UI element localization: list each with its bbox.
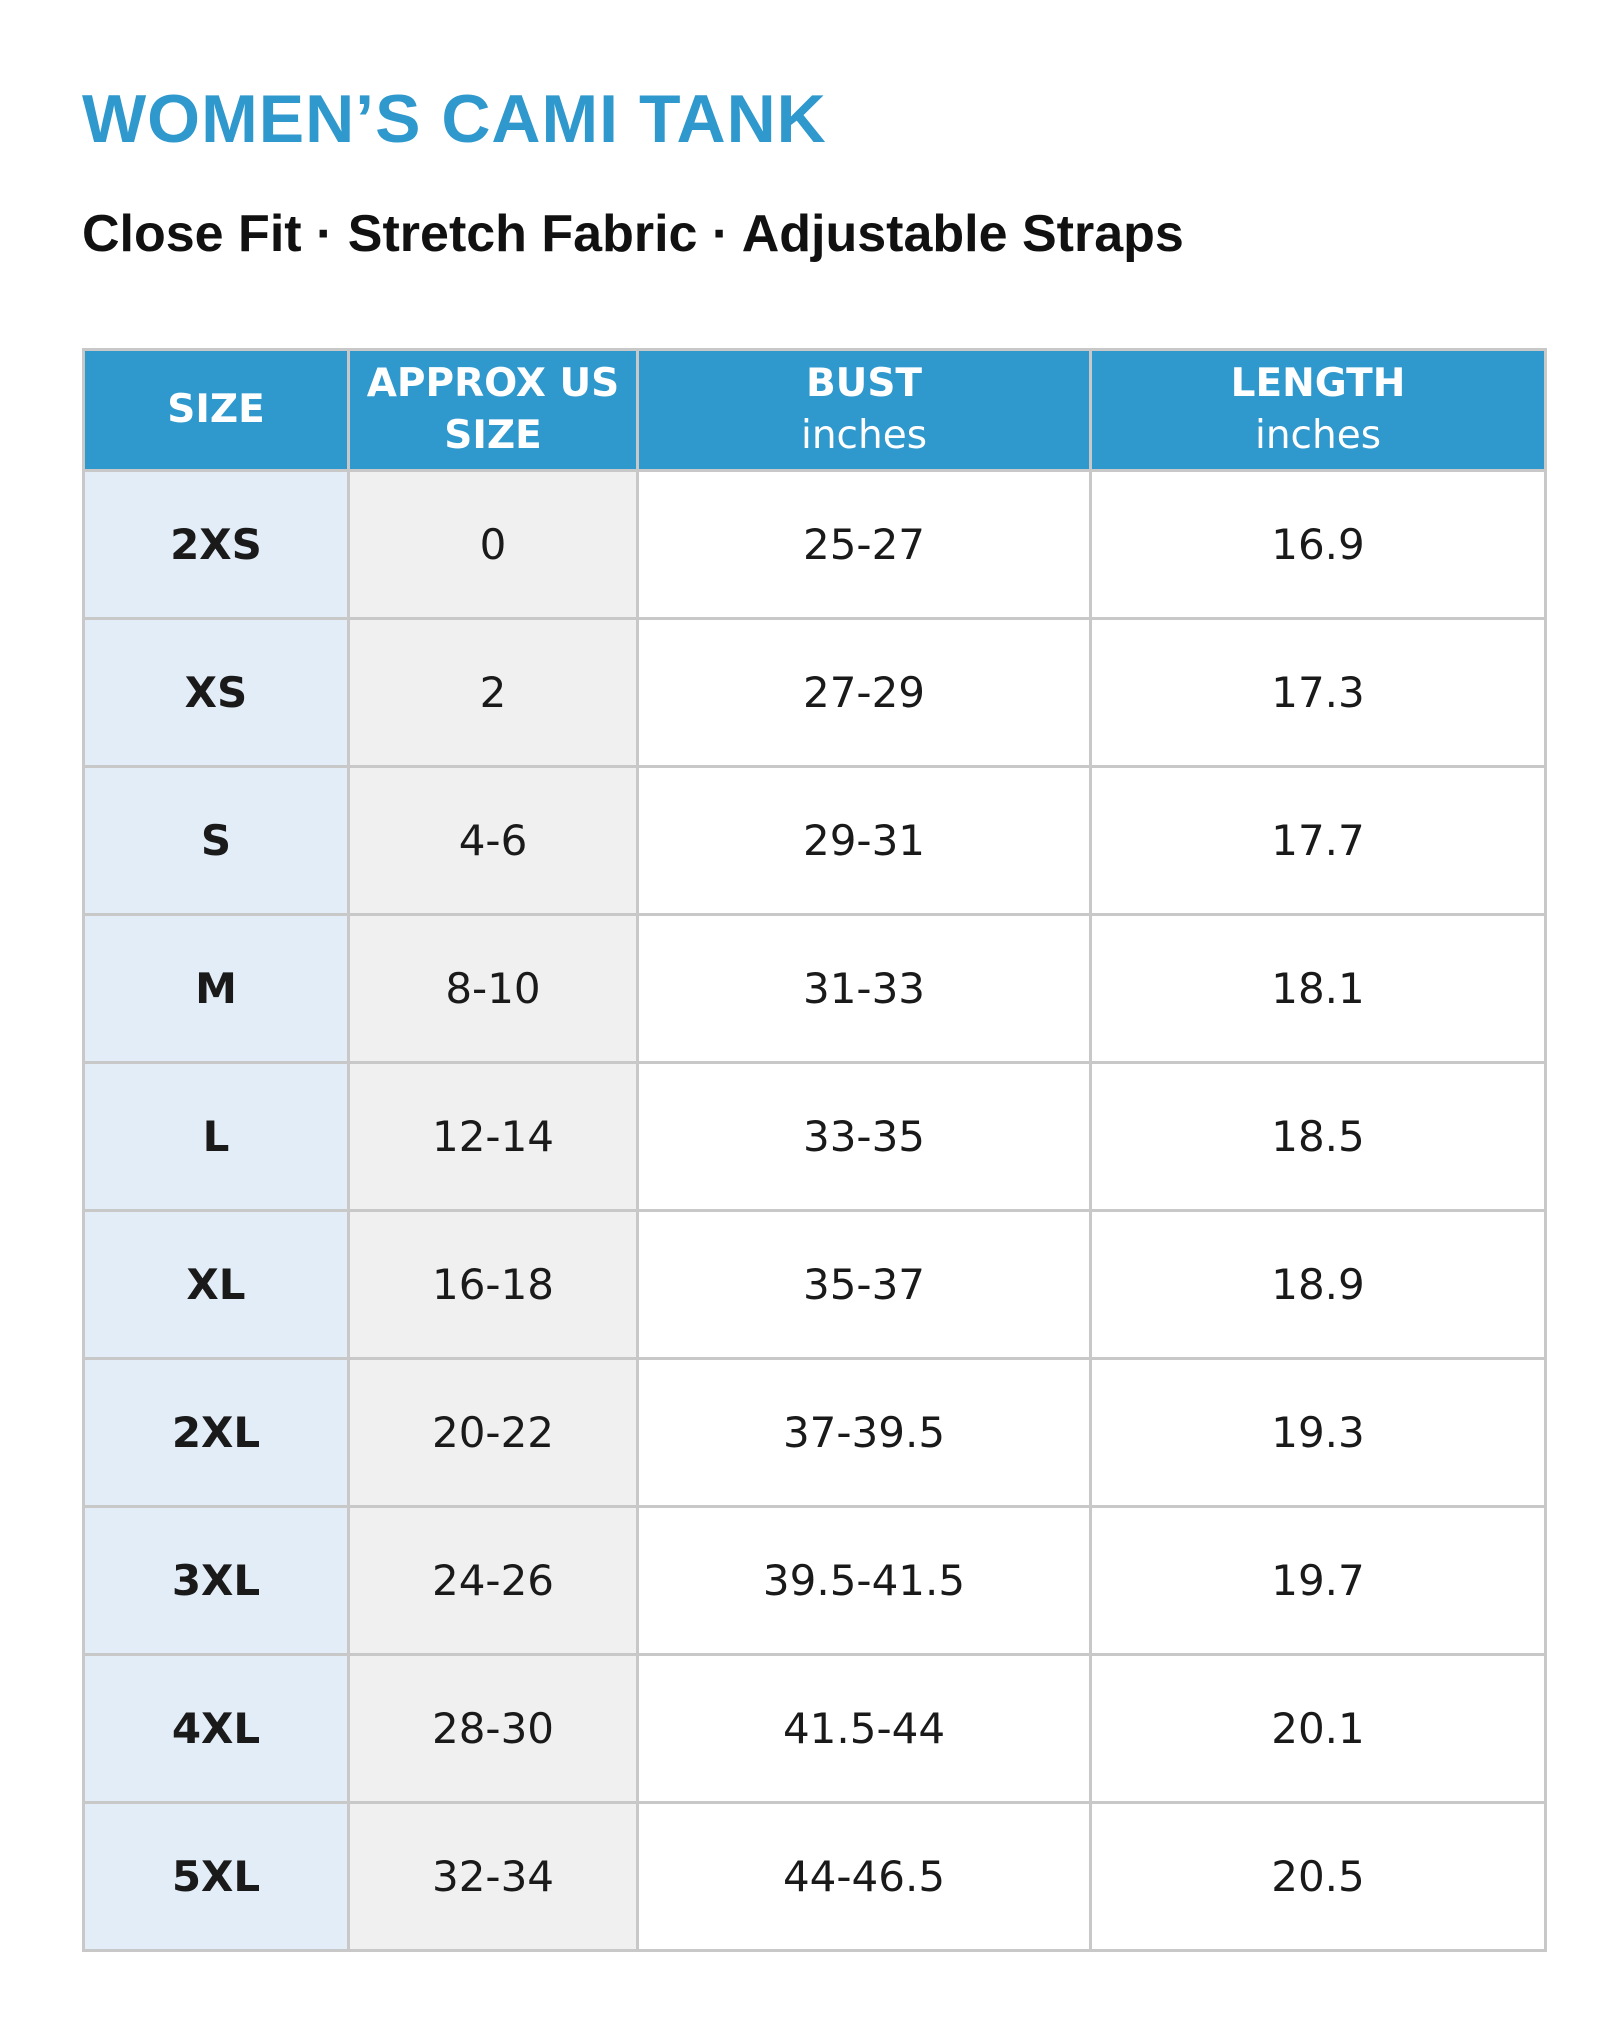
- column-header: LENGTH inches: [1089, 348, 1547, 472]
- value-cell: 4-6: [347, 765, 639, 916]
- table-body: 2XS 0 25-27 16.9 XS 2 27-29 17.3 S 4-6 29-31 17.7 M 8…: [82, 469, 1547, 1952]
- column-unit: inches: [1254, 413, 1382, 458]
- title: WOMEN’S CAMI TANK: [82, 81, 827, 157]
- value-cell: 31-33: [636, 913, 1092, 1064]
- size-row: L 12-14 33-35 18.5: [82, 1061, 1547, 1212]
- header-row: SIZE APPROX US SIZE BUST inches LENGTH inches: [82, 348, 1547, 472]
- value-cell: 17.7: [1089, 765, 1547, 916]
- value-cell: 8-10: [347, 913, 639, 1064]
- value-cell: 19.7: [1089, 1505, 1547, 1656]
- column-label: LENGTH: [1230, 361, 1406, 406]
- value-cell: 41.5-44: [636, 1653, 1092, 1804]
- size-row: 2XS 0 25-27 16.9: [82, 469, 1547, 620]
- size-row: 5XL 32-34 44-46.5 20.5: [82, 1801, 1547, 1952]
- size-cell: XL: [82, 1209, 350, 1360]
- size-cell: M: [82, 913, 350, 1064]
- column-label: APPROX US SIZE: [366, 361, 620, 458]
- value-cell: 20.1: [1089, 1653, 1547, 1804]
- size-cell: 5XL: [82, 1801, 350, 1952]
- size-cell: 3XL: [82, 1505, 350, 1656]
- value-cell: 17.3: [1089, 617, 1547, 768]
- size-cell: 4XL: [82, 1653, 350, 1804]
- value-cell: 20.5: [1089, 1801, 1547, 1952]
- size-cell: 2XS: [82, 469, 350, 620]
- size-row: M 8-10 31-33 18.1: [82, 913, 1547, 1064]
- column-header: SIZE: [82, 348, 350, 472]
- value-cell: 32-34: [347, 1801, 639, 1952]
- size-cell: L: [82, 1061, 350, 1212]
- value-cell: 29-31: [636, 765, 1092, 916]
- value-cell: 19.3: [1089, 1357, 1547, 1508]
- value-cell: 12-14: [347, 1061, 639, 1212]
- size-row: 3XL 24-26 39.5-41.5 19.7: [82, 1505, 1547, 1656]
- value-cell: 20-22: [347, 1357, 639, 1508]
- size-row: XL 16-18 35-37 18.9: [82, 1209, 1547, 1360]
- value-cell: 37-39.5: [636, 1357, 1092, 1508]
- table-header: SIZE APPROX US SIZE BUST inches LENGTH inches: [82, 348, 1547, 472]
- value-cell: 18.1: [1089, 913, 1547, 1064]
- value-cell: 2: [347, 617, 639, 768]
- value-cell: 44-46.5: [636, 1801, 1092, 1952]
- value-cell: 33-35: [636, 1061, 1092, 1212]
- size-row: 4XL 28-30 41.5-44 20.1: [82, 1653, 1547, 1804]
- size-cell: 2XL: [82, 1357, 350, 1508]
- size-row: 2XL 20-22 37-39.5 19.3: [82, 1357, 1547, 1508]
- value-cell: 0: [347, 469, 639, 620]
- value-cell: 25-27: [636, 469, 1092, 620]
- value-cell: 24-26: [347, 1505, 639, 1656]
- subtitle: Close Fit · Stretch Fabric · Adjustable …: [82, 205, 1184, 263]
- size-cell: S: [82, 765, 350, 916]
- value-cell: 16-18: [347, 1209, 639, 1360]
- value-cell: 35-37: [636, 1209, 1092, 1360]
- value-cell: 27-29: [636, 617, 1092, 768]
- column-label: BUST: [805, 361, 923, 406]
- value-cell: 18.9: [1089, 1209, 1547, 1360]
- value-cell: 18.5: [1089, 1061, 1547, 1212]
- size-row: S 4-6 29-31 17.7: [82, 765, 1547, 916]
- column-header: APPROX US SIZE: [347, 348, 639, 472]
- column-header: BUST inches: [636, 348, 1092, 472]
- size-cell: XS: [82, 617, 350, 768]
- size-row: XS 2 27-29 17.3: [82, 617, 1547, 768]
- value-cell: 16.9: [1089, 469, 1547, 620]
- column-unit: inches: [800, 413, 928, 458]
- value-cell: 39.5-41.5: [636, 1505, 1092, 1656]
- column-label: SIZE: [167, 387, 265, 432]
- size-table: SIZE APPROX US SIZE BUST inches LENGTH inches…: [82, 348, 1547, 1952]
- value-cell: 28-30: [347, 1653, 639, 1804]
